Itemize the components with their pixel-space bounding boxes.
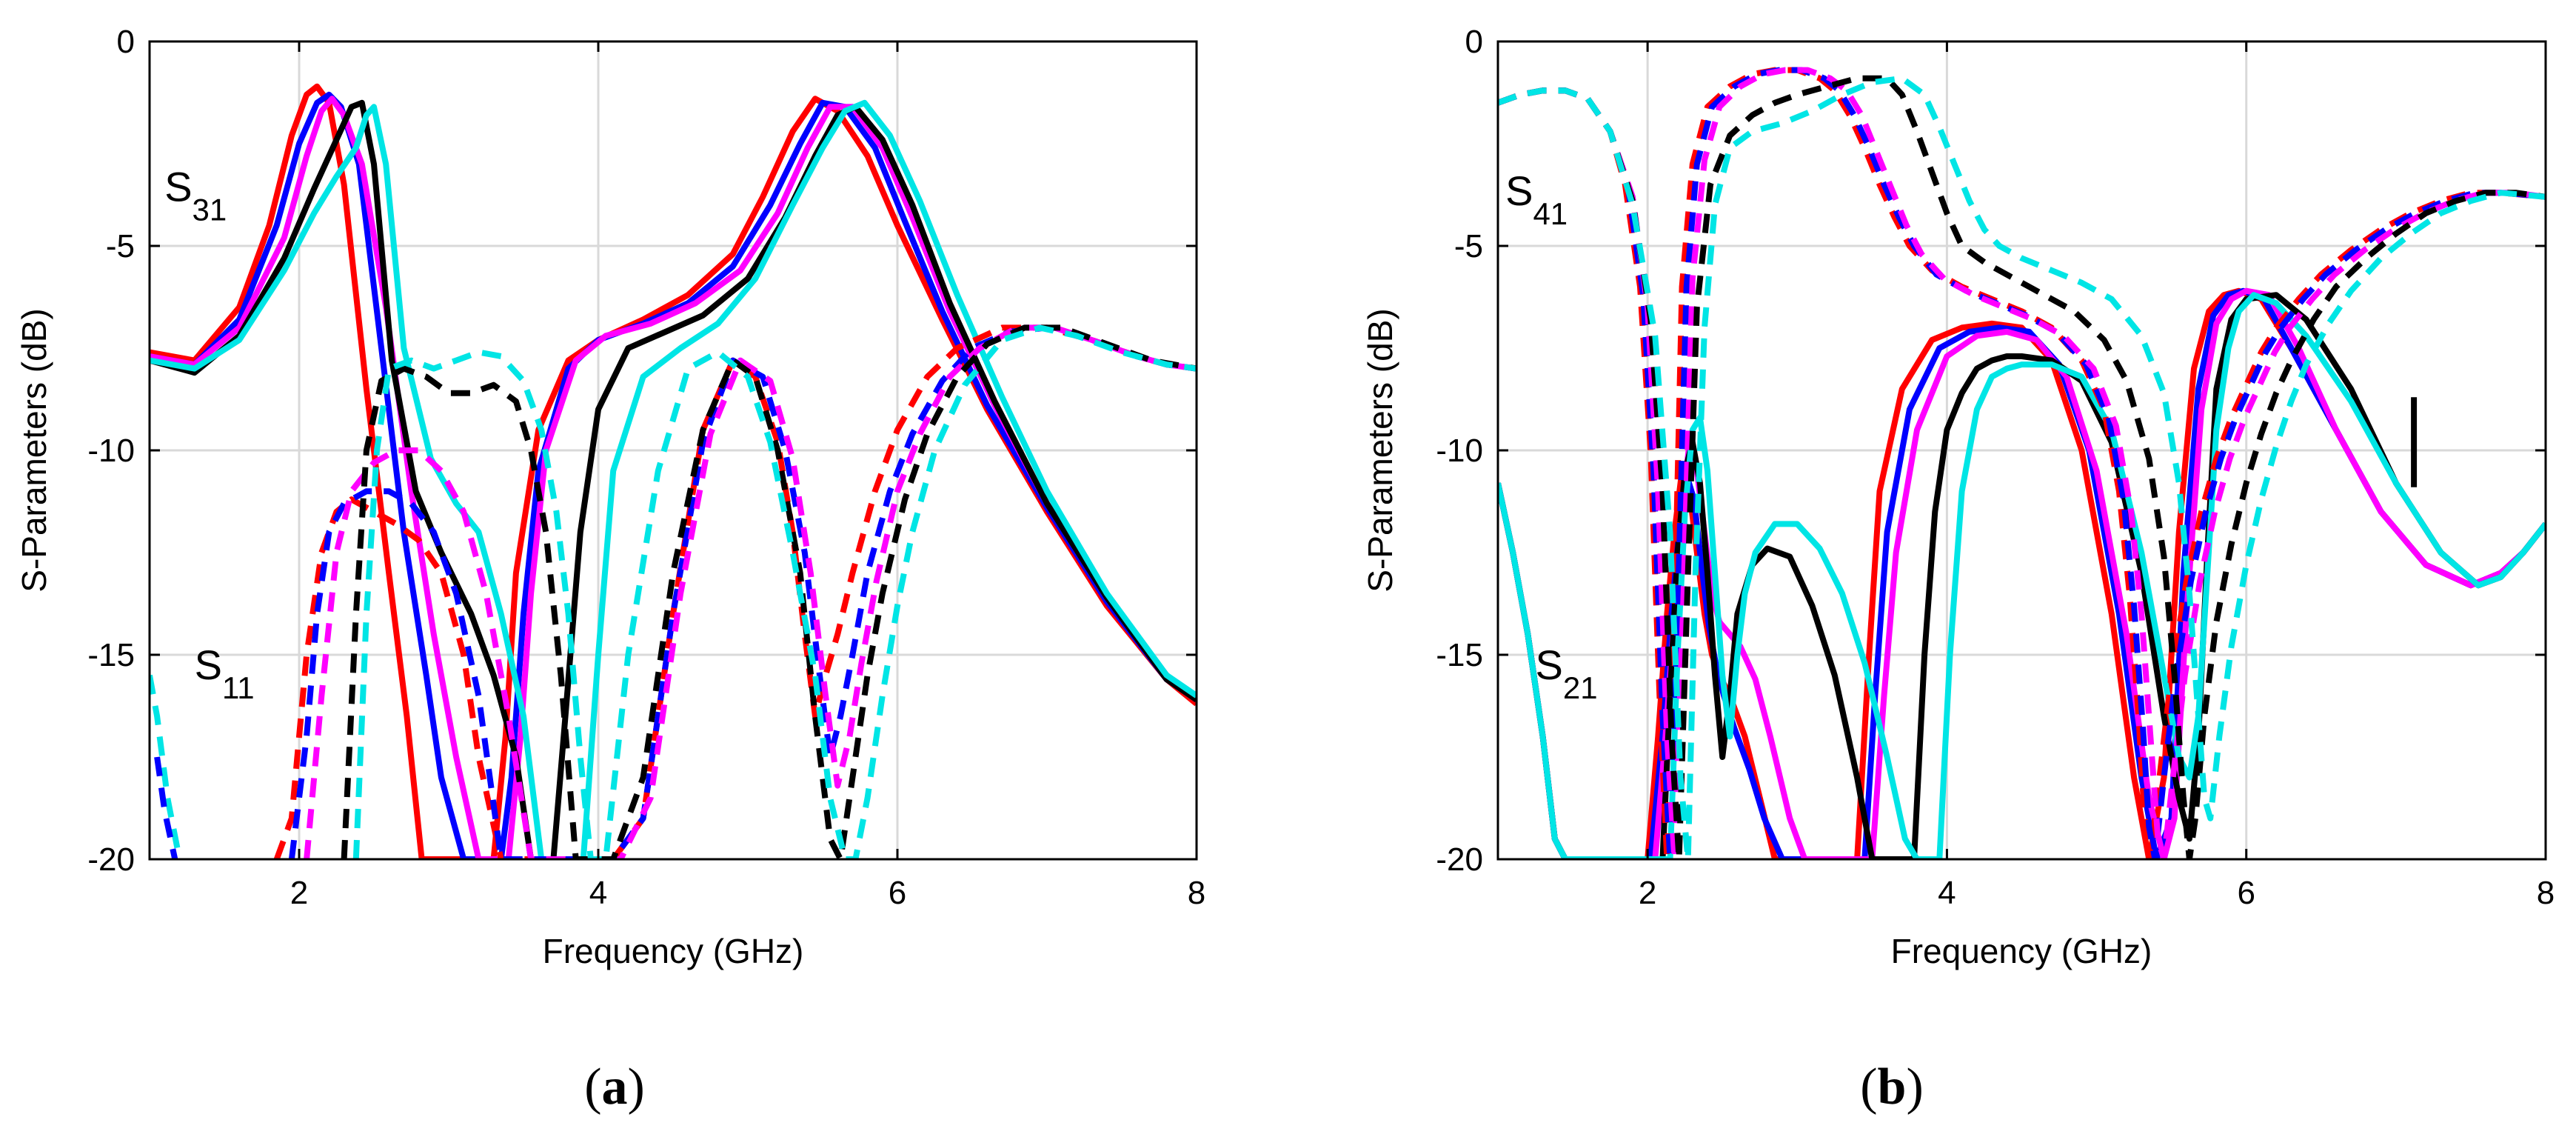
annotation-main: S	[1536, 641, 1563, 688]
x-axis-label: Frequency (GHz)	[1891, 932, 2152, 970]
annotation-subscript: 21	[1563, 670, 1598, 705]
series-line-dashed-9	[352, 324, 1197, 859]
annotation-subscript: 11	[222, 670, 255, 705]
panel-label-letter: a	[602, 1058, 628, 1116]
series-line-solid-4	[1498, 292, 2546, 859]
panel-label: (a)	[584, 1058, 645, 1116]
series-group	[150, 83, 1197, 859]
series-annotation: S31	[164, 163, 227, 227]
y-tick-label: -5	[1454, 228, 1483, 264]
y-tick-label: 0	[117, 24, 135, 60]
series-line-dashed-9	[1498, 75, 2546, 859]
panel-label: (b)	[1860, 1058, 1924, 1116]
annotation-main: S	[164, 163, 192, 210]
y-tick-label: -15	[1436, 637, 1483, 673]
y-tick-label: -15	[87, 637, 135, 673]
panel-label-open-paren: (	[584, 1058, 601, 1116]
annotation-subscript: 41	[1533, 196, 1568, 231]
annotation-main: S	[195, 641, 222, 688]
series-line-dashed-8	[1498, 67, 2546, 859]
series-line-dashed-7	[304, 324, 1197, 859]
y-tick-label: -10	[87, 433, 135, 469]
panel-label-letter: b	[1878, 1058, 1907, 1116]
panel-label-open-paren: (	[1860, 1058, 1877, 1116]
y-tick-label: -20	[87, 841, 135, 878]
series-line-solid-1	[150, 91, 1197, 859]
series-line-solid-0	[150, 83, 1197, 859]
x-tick-label: 4	[589, 875, 607, 911]
series-annotation: S41	[1505, 167, 1568, 231]
y-tick-label: 0	[1465, 24, 1483, 60]
series-line-dashed-8	[341, 324, 1197, 859]
x-tick-label: 6	[2237, 875, 2255, 911]
x-tick-label: 8	[2537, 875, 2555, 911]
x-tick-label: 4	[1938, 875, 1956, 911]
x-axis-label: Frequency (GHz)	[543, 932, 804, 970]
chart-panel-a: 2 4 6 8 0 -5 -10 -15 -20 Frequency (GHz) S-Paramet…	[15, 24, 1205, 1116]
y-tick-label: -10	[1436, 433, 1483, 469]
panel-label-close-paren: )	[1906, 1058, 1923, 1116]
y-tick-label: -5	[106, 228, 135, 264]
series-line-solid-2	[150, 96, 1197, 859]
x-tick-label: 2	[1639, 875, 1656, 911]
x-tick-label: 2	[290, 875, 308, 911]
x-tick-label: 8	[1188, 875, 1205, 911]
series-line-dashed-7	[1498, 67, 2546, 859]
series-annotation: S21	[1536, 641, 1598, 705]
panel-label-close-paren: )	[628, 1058, 645, 1116]
series-line-dashed-5	[273, 324, 1197, 859]
y-axis-label: S-Parameters (dB)	[15, 308, 53, 592]
y-axis-label: S-Parameters (dB)	[1361, 308, 1399, 592]
series-line-dashed-11	[154, 756, 178, 859]
series-group	[1498, 67, 2546, 859]
annotation-main: S	[1505, 167, 1533, 214]
y-tick-label: -20	[1436, 841, 1483, 878]
annotation-subscript: 31	[193, 192, 227, 227]
series-line-solid-4	[150, 99, 1197, 859]
chart-panel-b: 2 4 6 8 0 -5 -10 -15 -20 Frequency (GHz) S-Paramet…	[1361, 24, 2555, 1116]
series-annotation: S11	[195, 641, 255, 705]
series-line-dashed-10	[1498, 75, 2546, 859]
x-tick-label: 6	[889, 875, 906, 911]
